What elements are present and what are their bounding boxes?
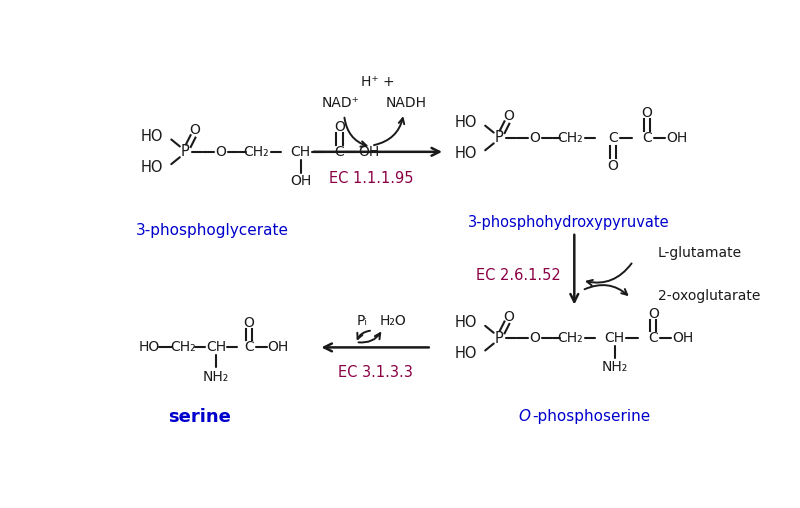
Text: O: O xyxy=(648,306,658,321)
Text: O: O xyxy=(530,331,540,345)
Text: 2-oxoglutarate: 2-oxoglutarate xyxy=(658,289,760,303)
Text: EC 1.1.1.95: EC 1.1.1.95 xyxy=(329,171,414,185)
Text: -phosphoserine: -phosphoserine xyxy=(533,409,650,424)
Text: HO: HO xyxy=(455,115,478,130)
Text: HO: HO xyxy=(455,146,478,161)
Text: O: O xyxy=(189,123,200,137)
Text: HO: HO xyxy=(455,346,478,361)
Text: P: P xyxy=(494,331,503,345)
Text: EC 3.1.3.3: EC 3.1.3.3 xyxy=(338,365,413,380)
Text: O: O xyxy=(503,109,514,123)
Text: H⁺ +: H⁺ + xyxy=(361,75,394,89)
Text: O: O xyxy=(642,106,653,120)
Text: OH: OH xyxy=(267,340,288,355)
Text: HO: HO xyxy=(141,160,163,175)
Text: Pᵢ: Pᵢ xyxy=(357,314,367,328)
Text: CH₂: CH₂ xyxy=(558,331,583,345)
Text: P: P xyxy=(494,131,503,145)
Text: CH: CH xyxy=(206,340,226,355)
Text: C: C xyxy=(642,131,652,145)
Text: CH: CH xyxy=(605,331,625,345)
Text: O: O xyxy=(608,158,618,173)
Text: O: O xyxy=(334,120,345,134)
Text: NH₂: NH₂ xyxy=(602,360,628,374)
Text: NADH: NADH xyxy=(386,97,426,110)
Text: L-glutamate: L-glutamate xyxy=(658,246,742,261)
Text: C: C xyxy=(334,145,344,159)
Text: 3-phosphoglycerate: 3-phosphoglycerate xyxy=(136,223,289,238)
Text: OH: OH xyxy=(290,174,311,188)
Text: OH: OH xyxy=(666,131,687,145)
Text: CH: CH xyxy=(290,145,310,159)
Text: HO: HO xyxy=(455,315,478,330)
Text: serine: serine xyxy=(168,408,230,426)
Text: C: C xyxy=(649,331,658,345)
Text: O: O xyxy=(530,131,540,145)
Text: C: C xyxy=(244,340,254,355)
Text: C: C xyxy=(608,131,618,145)
Text: CH₂: CH₂ xyxy=(558,131,583,145)
Text: CH₂: CH₂ xyxy=(244,145,270,159)
Text: OH: OH xyxy=(672,331,694,345)
Text: CH₂: CH₂ xyxy=(170,340,196,355)
Text: NAD⁺: NAD⁺ xyxy=(322,97,359,110)
Text: P: P xyxy=(181,144,190,160)
Text: OH: OH xyxy=(358,145,379,159)
Text: O: O xyxy=(518,409,530,424)
Text: O: O xyxy=(215,145,226,159)
Text: O: O xyxy=(243,316,254,330)
Text: NH₂: NH₂ xyxy=(203,370,230,384)
Text: EC 2.6.1.52: EC 2.6.1.52 xyxy=(476,268,561,282)
Text: HO: HO xyxy=(141,129,163,144)
Text: HO: HO xyxy=(138,340,160,355)
Text: H₂O: H₂O xyxy=(379,314,406,328)
Text: O: O xyxy=(503,309,514,324)
Text: 3-phosphohydroxypyruvate: 3-phosphohydroxypyruvate xyxy=(468,215,670,230)
